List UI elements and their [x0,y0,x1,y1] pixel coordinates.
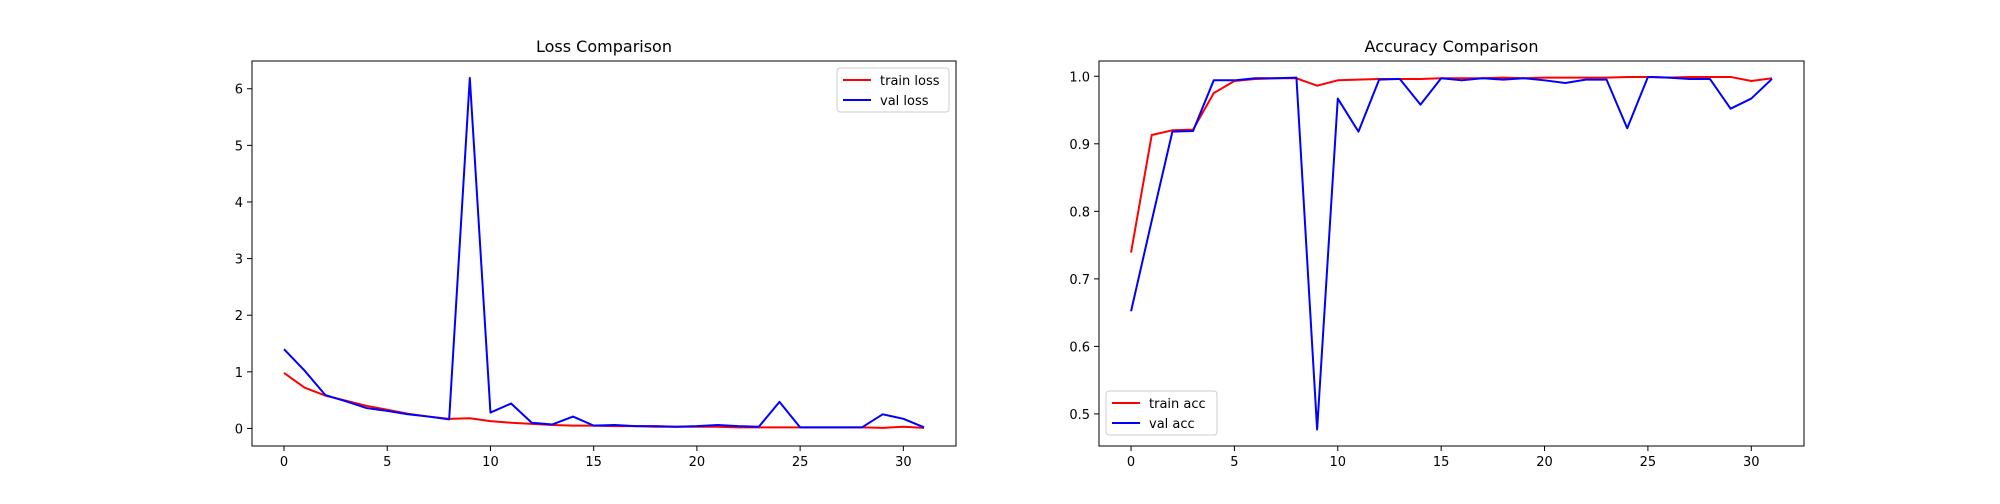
axes-frame [1098,60,1805,447]
y-tick-label: 1 [235,366,243,381]
series-line-val-acc [1130,75,1773,431]
x-tick-label: 10 [482,455,499,470]
y-tick-label: 0.7 [1069,273,1090,288]
series-line-train-loss [283,372,925,429]
x-tick-label: 0 [280,455,288,470]
chart-0: Loss Comparison 0 5 10 15 20 25 30 0 1 2 3 4 5 6 train … [235,37,957,470]
x-tick-label: 20 [1536,455,1553,470]
legend-label: val loss [880,94,929,109]
x-tick-label: 15 [585,455,602,470]
chart-1: Accuracy Comparison 0 5 10 15 20 25 30 0.5 0.6 0.7… [1069,37,1805,470]
legend-label: train acc [1149,397,1206,412]
y-tick-label: 5 [235,139,243,154]
y-tick-label: 2 [235,309,243,324]
x-tick-label: 20 [689,455,706,470]
y-tick-label: 1.0 [1069,70,1090,85]
y-tick-label: 0.9 [1069,138,1090,153]
legend-label: train loss [880,74,940,89]
axes-frame [251,60,957,447]
series-line-train-acc [1130,75,1773,253]
legend-label: val acc [1149,417,1195,432]
chart-title: Accuracy Comparison [1365,37,1539,56]
x-tick-label: 0 [1127,455,1135,470]
y-tick-label: 0.8 [1069,205,1090,220]
y-tick-label: 3 [235,253,243,268]
y-tick-label: 0.6 [1069,340,1090,355]
x-tick-label: 5 [383,455,391,470]
x-tick-label: 30 [1743,455,1760,470]
y-tick-label: 0.5 [1069,408,1090,423]
series-line-val-loss [283,76,925,429]
x-tick-label: 25 [1640,455,1657,470]
y-tick-label: 6 [235,83,243,98]
y-tick-label: 4 [235,196,243,211]
x-tick-label: 30 [895,455,912,470]
x-tick-label: 25 [792,455,809,470]
y-tick-label: 0 [235,422,243,437]
x-tick-label: 15 [1433,455,1450,470]
chart-title: Loss Comparison [536,37,672,56]
x-tick-label: 5 [1230,455,1238,470]
x-tick-label: 10 [1330,455,1347,470]
